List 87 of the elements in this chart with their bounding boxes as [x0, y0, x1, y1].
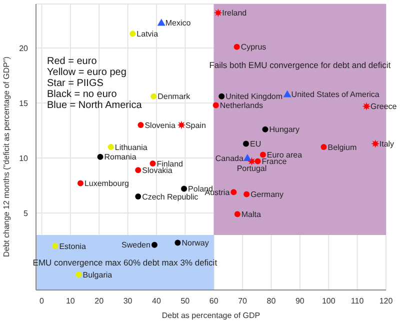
point [97, 154, 104, 160]
point [150, 93, 157, 100]
annotation: Denmark [158, 92, 192, 102]
x-tick-label: 80 [266, 296, 276, 306]
point [177, 120, 186, 130]
annotation: Belgium [328, 142, 357, 152]
annotation: Black = no euro [47, 89, 118, 100]
annotation: Italy [379, 140, 394, 149]
annotation: Estonia [59, 242, 86, 251]
y-tick-label: 10 [19, 154, 29, 163]
annotation: Norway [182, 238, 209, 248]
annotation: United Kingdom [226, 92, 283, 102]
point [130, 30, 136, 37]
annotation: Latvia [136, 30, 159, 39]
x-tick-label: 20 [94, 296, 104, 306]
point [151, 242, 158, 248]
point [157, 18, 166, 26]
point [234, 211, 240, 218]
point [138, 122, 144, 128]
annotation: Yellow = euro peg [47, 67, 128, 78]
y-tick-label: 5 [24, 208, 29, 218]
point [135, 194, 142, 200]
point [214, 8, 222, 17]
x-tick-label: 60 [209, 296, 219, 306]
x-tick-label: 100 [322, 296, 336, 306]
annotation: Euro area [266, 150, 303, 160]
point [243, 140, 249, 147]
x-tick-label: 50 [180, 296, 190, 306]
annotation: Hungary [269, 125, 300, 134]
y-tick-label: 20 [19, 44, 29, 53]
point [234, 44, 240, 50]
x-tick-label: 40 [152, 296, 162, 306]
annotation: Mexico [165, 18, 192, 28]
x-tick-label: 0 [40, 296, 45, 306]
annotation: Finland [156, 159, 184, 168]
annotation: EU [250, 140, 262, 149]
annotation: Malta [241, 210, 262, 219]
annotation: Slovenia [144, 120, 176, 130]
point [218, 93, 225, 100]
annotation: Blue = North America [47, 100, 142, 111]
point [174, 240, 181, 246]
annotation: Portugal [236, 164, 267, 173]
annotation: Sweden [122, 240, 150, 250]
point [262, 126, 268, 132]
annotation: Luxembourg [84, 179, 129, 188]
point [371, 140, 380, 148]
point [135, 167, 142, 174]
annotation: Star = PIIGS [47, 78, 104, 89]
point [212, 102, 219, 108]
x-tick-label: 90 [295, 296, 305, 306]
annotation: Red = euro [47, 56, 98, 67]
annotation: Cyprus [240, 42, 266, 52]
y-axis-title: Debt change 12 months ("deficit as percentage of GDP") [2, 56, 11, 257]
point [77, 180, 84, 186]
x-tick-label: 10 [66, 296, 76, 306]
point [150, 160, 156, 166]
x-axis-title: Debt as percentage of GDP [162, 311, 260, 320]
point [283, 90, 292, 98]
annotation: United States of America [291, 90, 380, 100]
point [320, 144, 327, 150]
point [230, 189, 237, 196]
point [52, 243, 58, 249]
point [362, 102, 371, 110]
annotation: Canada [215, 154, 244, 163]
annotation: Romania [104, 152, 137, 162]
x-tick-label: 70 [238, 296, 248, 306]
point [76, 272, 82, 278]
y-tick-label: 15 [19, 98, 29, 108]
x-tick-label: 30 [123, 296, 133, 306]
point [260, 152, 266, 158]
annotation: Germany [250, 190, 284, 200]
annotation: Netherlands [220, 101, 264, 110]
point [244, 191, 250, 198]
annotation: Bulgaria [82, 270, 113, 280]
annotation: Lithuania [114, 142, 148, 152]
x-tick-label: 110 [350, 296, 364, 306]
point [254, 158, 261, 164]
annotation: Czech Republic [142, 192, 198, 202]
point [108, 144, 114, 150]
point [243, 154, 252, 161]
annotation: Ireland [222, 8, 247, 18]
point [181, 186, 188, 192]
band-label: EMU convergence max 60% debt max 3% deficit [32, 258, 218, 268]
x-tick-label: 120 [379, 296, 394, 306]
annotation: Spain [185, 120, 206, 130]
annotation: Slovakia [142, 166, 173, 175]
annotation: France [262, 157, 288, 166]
